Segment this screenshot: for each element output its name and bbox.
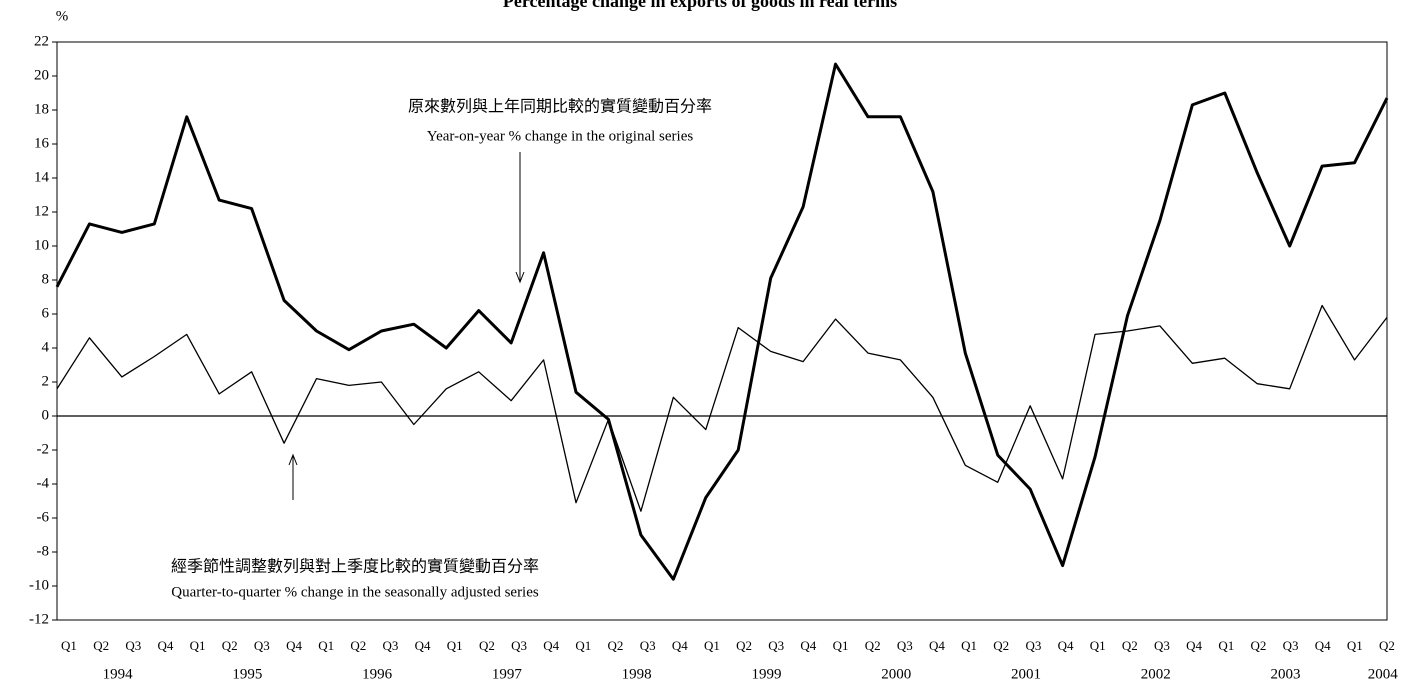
x-tick-label: Q3 [640,638,656,653]
year-label: 2002 [1141,666,1171,682]
x-tick-label: Q4 [415,638,431,653]
y-tick-label: 4 [42,339,50,355]
x-tick-label: Q2 [1250,638,1266,653]
y-tick-label: -8 [37,543,50,559]
x-tick-label: Q2 [222,638,238,653]
x-tick-label: Q2 [1379,638,1395,653]
y-axis-label: % [56,8,69,24]
x-tick-label: Q4 [157,638,173,653]
x-tick-label: Q2 [865,638,881,653]
annotation-zh: 經季節性調整數列與對上季度比較的實質變動百分率 [171,557,539,576]
series-line [56,304,1388,512]
y-tick-label: 22 [34,33,49,49]
x-tick-label: Q4 [286,638,302,653]
x-tick-label: Q1 [833,638,849,653]
x-tick-label: Q1 [318,638,334,653]
annotation-zh: 原來數列與上年同期比較的實質變動百分率 [408,97,712,116]
year-label: 1994 [103,666,134,682]
y-tick-label: -12 [29,611,49,627]
x-tick-label: Q2 [608,638,624,653]
y-tick-label: 16 [34,135,50,151]
y-tick-label: 20 [34,67,49,83]
y-tick-label: 8 [42,271,50,287]
x-tick-label: Q4 [1058,638,1074,653]
y-tick-label: 2 [42,373,50,389]
x-tick-label: Q3 [1025,638,1041,653]
y-tick-label: -4 [37,475,50,491]
x-tick-label: Q4 [543,638,559,653]
y-tick-label: -10 [29,577,49,593]
year-label: 2001 [1011,666,1041,682]
annotation-en: Year-on-year % change in the original se… [427,128,694,144]
arrow-head [288,453,298,466]
x-tick-label: Q1 [704,638,720,653]
x-tick-label: Q3 [1283,638,1299,653]
x-tick-label: Q3 [897,638,913,653]
x-tick-label: Q4 [929,638,945,653]
x-tick-label: Q3 [768,638,784,653]
x-tick-label: Q4 [1186,638,1202,653]
year-label: 2000 [881,666,911,682]
x-tick-label: Q3 [125,638,141,653]
x-tick-label: Q1 [447,638,463,653]
x-tick-label: Q3 [1154,638,1170,653]
y-tick-label: 10 [34,237,49,253]
year-label: 2004 [1368,666,1399,682]
year-label: 1997 [492,666,523,682]
y-tick-label: 6 [42,305,50,321]
y-tick-label: 18 [34,101,49,117]
x-tick-label: Q1 [961,638,977,653]
x-tick-label: Q3 [383,638,399,653]
x-tick-label: Q1 [575,638,591,653]
year-label: 1995 [232,666,262,682]
x-tick-label: Q2 [93,638,109,653]
plot-frame [56,41,1388,621]
y-tick-label: -6 [37,509,50,525]
x-tick-label: Q3 [511,638,527,653]
series-line [55,62,1389,581]
x-tick-label: Q1 [1218,638,1234,653]
x-tick-label: Q1 [190,638,206,653]
x-tick-label: Q2 [1122,638,1138,653]
annotation-en: Quarter-to-quarter % change in the seaso… [171,584,539,600]
x-tick-label: Q3 [254,638,270,653]
y-tick-label: 12 [34,203,49,219]
chart-title: Percentage change in exports of goods in… [503,0,897,11]
x-tick-label: Q2 [993,638,1009,653]
year-label: 2003 [1270,666,1300,682]
x-tick-label: Q2 [479,638,495,653]
x-tick-label: Q1 [61,638,77,653]
x-tick-label: Q1 [1090,638,1106,653]
x-tick-label: Q4 [800,638,816,653]
y-tick-label: 14 [34,169,50,185]
arrow-head [515,271,525,284]
x-tick-label: Q4 [1315,638,1331,653]
y-tick-label: -2 [37,441,50,457]
year-label: 1996 [362,666,393,682]
year-label: 1998 [622,666,652,682]
x-tick-label: Q2 [736,638,752,653]
year-label: 1999 [751,666,781,682]
x-tick-label: Q1 [1347,638,1363,653]
x-tick-label: Q4 [672,638,688,653]
x-tick-label: Q2 [350,638,366,653]
y-tick-label: 0 [42,407,50,423]
